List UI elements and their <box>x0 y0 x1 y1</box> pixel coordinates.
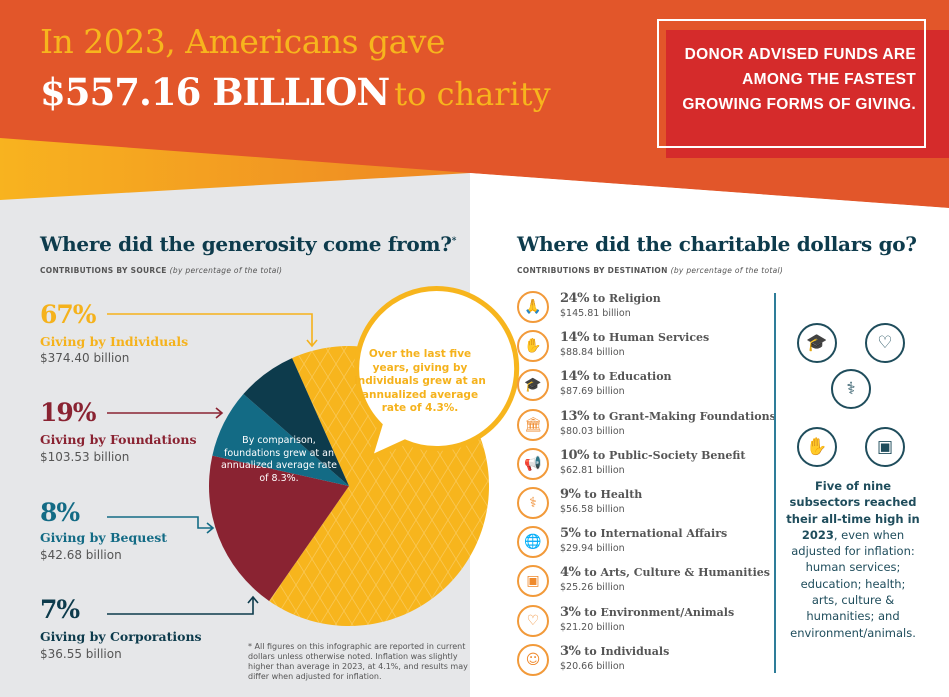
helping-hands-icon: ✋ <box>517 330 549 363</box>
destination-amount: $88.84 billion <box>560 347 625 359</box>
destination-amount: $29.94 billion <box>560 543 625 555</box>
destination-label: 9% to Health <box>560 487 643 502</box>
person-icon: ☺ <box>517 643 549 676</box>
destination-label: 10% to Public-Society Benefit <box>560 447 746 463</box>
total-amount: $557.16 BILLION <box>40 70 390 114</box>
destinations-title: Where did the charitable dollars go? <box>517 232 917 256</box>
divider <box>774 293 776 673</box>
museum-frame-icon: ▣ <box>517 565 549 598</box>
callout-text: DONOR ADVISED FUNDS ARE AMONG THE FASTES… <box>682 46 916 113</box>
destination-amount: $80.03 billion <box>560 425 625 437</box>
globe-icon: 🌐 <box>517 526 549 559</box>
arrow-foundations <box>107 407 224 419</box>
callout-box <box>666 30 949 158</box>
pie-slice-foundations <box>209 455 349 601</box>
destination-amount: $56.58 billion <box>560 504 625 515</box>
destination-item: ⚕ 9% to Health $56.58 billion <box>517 487 767 527</box>
arrow-corporations <box>107 595 259 615</box>
destination-item: 🙏 24% to Religion $145.81 billion <box>517 291 767 331</box>
destination-item: 🌐 5% to International Affairs $29.94 bil… <box>517 526 767 566</box>
arrow-bequest <box>107 516 215 534</box>
destination-item: ♡ 3% to Environment/Animals $21.20 billi… <box>517 604 767 645</box>
destination-label: 13% to Grant-Making Foundations <box>560 408 776 424</box>
destination-label: 3% to Individuals <box>560 643 670 659</box>
destination-label: 5% to International Affairs <box>560 526 728 542</box>
praying-hands-icon: 🙏 <box>517 291 549 323</box>
bubble-text: Over the last five years, giving by indi… <box>354 348 486 414</box>
museum-frame-icon: ▣ <box>865 427 905 467</box>
destination-item: 📢 10% to Public-Society Benefit $62.81 b… <box>517 447 767 488</box>
destinations-subtitle: CONTRIBUTIONS BY DESTINATION (by percent… <box>517 266 784 275</box>
destination-amount: $145.81 billion <box>560 308 631 319</box>
destination-label: 14% to Education <box>560 369 672 385</box>
destination-label: 4% to Arts, Culture & Humanities <box>560 565 770 581</box>
pie-slice-bequest <box>212 394 349 486</box>
heart-leaf-icon: ♡ <box>517 604 549 637</box>
destination-amount: $87.69 billion <box>560 386 625 398</box>
helping-hands-icon: ✋ <box>797 427 837 467</box>
total-suffix: to charity <box>394 75 551 113</box>
destination-item: ☺ 3% to Individuals $20.66 billion <box>517 643 767 684</box>
stethoscope-icon: ⚕ <box>831 369 871 409</box>
foundations-note: By comparison, foundations grew at an an… <box>220 435 338 484</box>
destination-label: 14% to Human Services <box>560 330 710 346</box>
stethoscope-icon: ⚕ <box>517 487 549 519</box>
pie-slice-corporations <box>243 358 349 486</box>
destination-label: 24% to Religion <box>560 291 661 306</box>
speech-bubble <box>354 286 520 463</box>
megaphone-icon: 📢 <box>517 447 549 480</box>
destination-amount: $21.20 billion <box>560 621 625 633</box>
callout-frame <box>657 19 926 148</box>
sources-subtitle: CONTRIBUTIONS BY SOURCE (by percentage o… <box>40 266 283 275</box>
heart-leaf-icon: ♡ <box>865 323 905 363</box>
arrow-individuals <box>107 313 318 348</box>
destination-item: ✋ 14% to Human Services $88.84 billion <box>517 330 767 370</box>
sources-title: Where did the generosity come from?* <box>40 232 457 256</box>
destination-amount: $25.26 billion <box>560 582 625 594</box>
destination-label: 3% to Environment/Animals <box>560 604 735 620</box>
banner-total: $557.16 BILLION to charity <box>40 70 551 114</box>
graduation-cap-icon: 🎓 <box>797 323 837 363</box>
destination-item: 🏛 13% to Grant-Making Foundations $80.03… <box>517 408 776 449</box>
bank-building-icon: 🏛 <box>517 408 549 441</box>
destination-item: 🎓 14% to Education $87.69 billion <box>517 369 767 409</box>
graduation-cap-icon: 🎓 <box>517 369 549 402</box>
banner-line1: In 2023, Americans gave <box>40 22 446 61</box>
destination-amount: $62.81 billion <box>560 464 625 476</box>
destination-item: ▣ 4% to Arts, Culture & Humanities $25.2… <box>517 565 770 605</box>
footnote: * All figures on this infographic are re… <box>248 642 468 681</box>
destination-amount: $20.66 billion <box>560 660 625 672</box>
subsectors-note: Five of nine subsectors reached their al… <box>786 479 920 640</box>
